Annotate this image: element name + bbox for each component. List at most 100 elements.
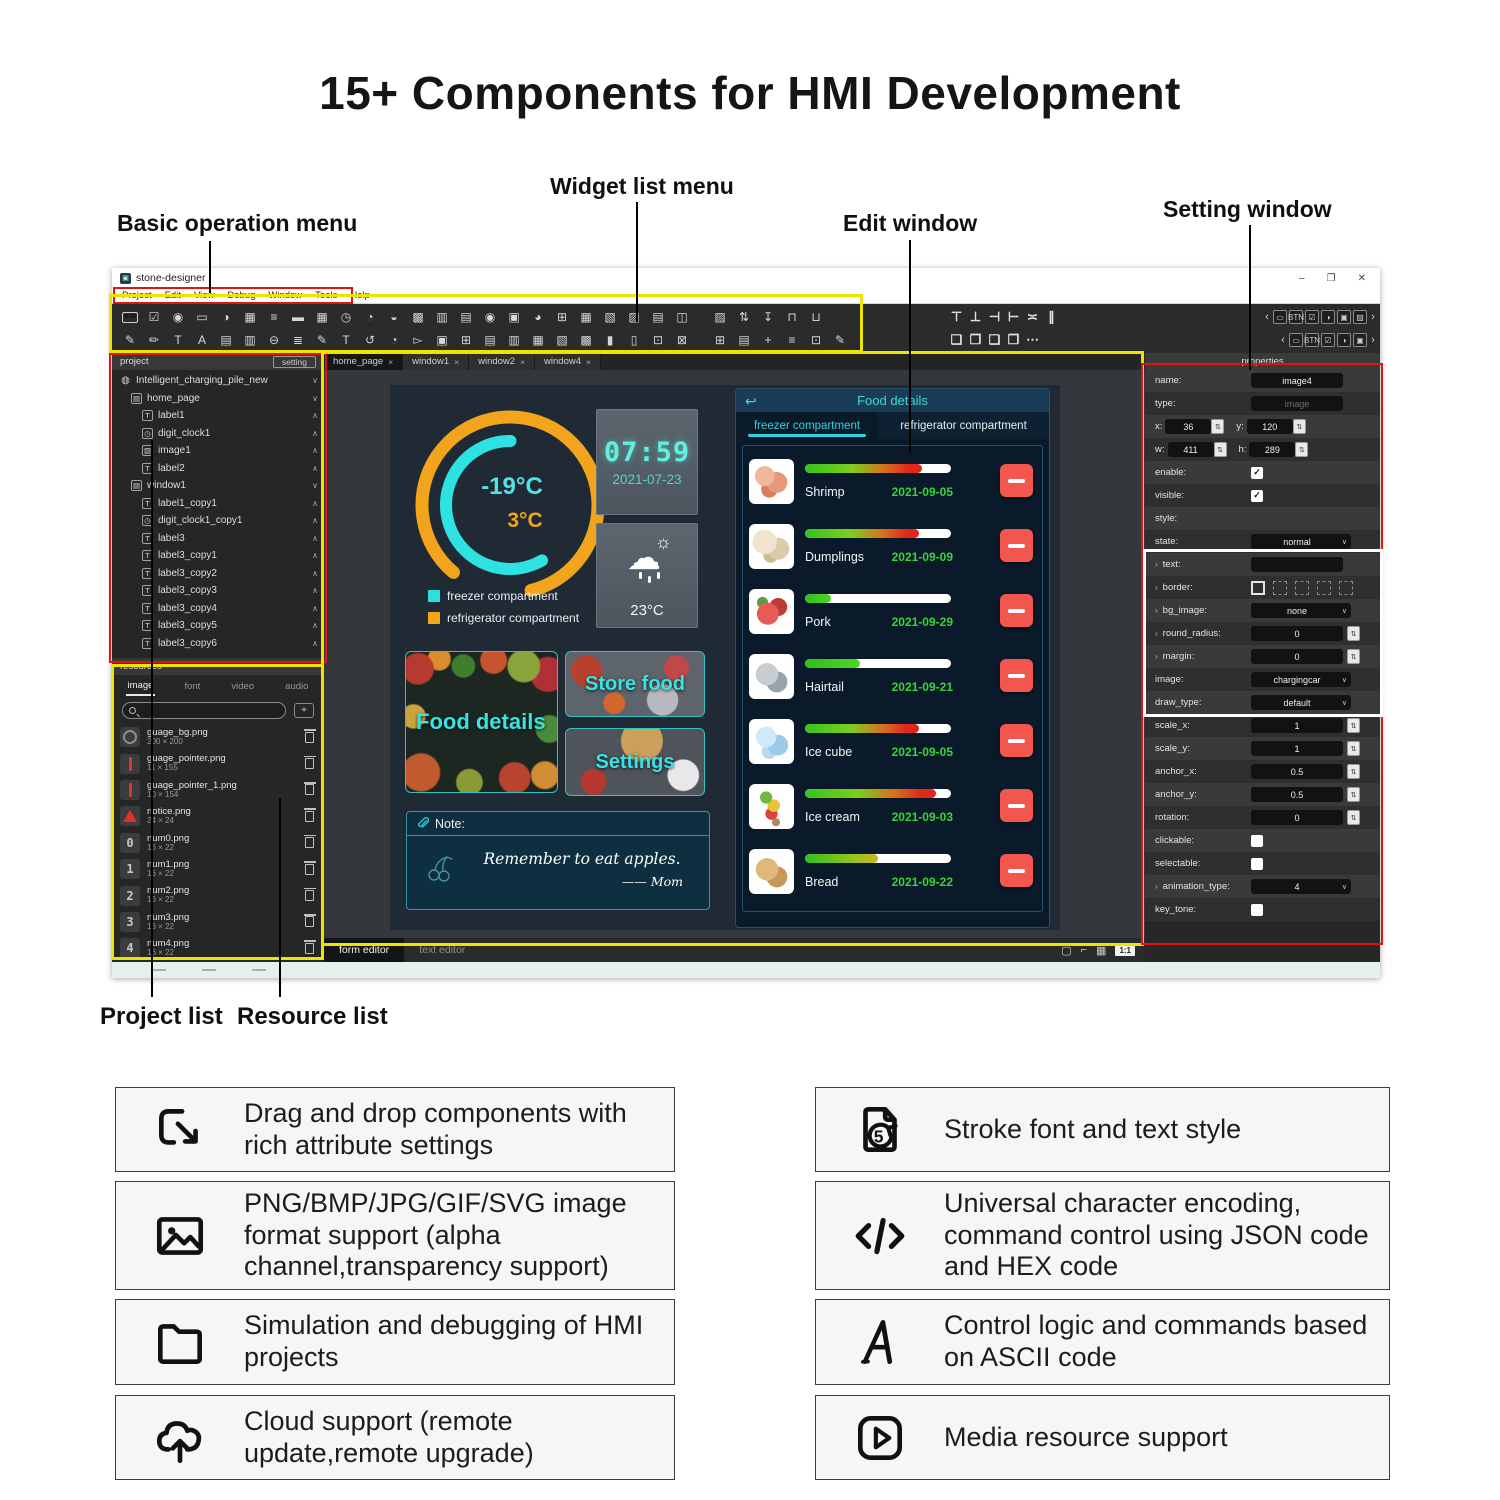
food-tab-freezer[interactable]: freezer compartment (736, 412, 878, 439)
expand-icon[interactable]: › (1155, 583, 1158, 592)
expand-right-icon[interactable]: › (1371, 311, 1375, 323)
barcode-widget-icon[interactable]: ▥ (436, 310, 448, 324)
expand-icon[interactable]: › (1155, 882, 1158, 891)
window-widget-icon[interactable]: ▣ (436, 333, 448, 347)
collapse-left-icon[interactable]: ‹ (1265, 311, 1269, 323)
property-checkbox[interactable]: ✓ (1251, 466, 1263, 479)
frame-widget-icon[interactable]: ⊞ (460, 333, 472, 347)
line-chart-widget-icon[interactable]: ▧ (604, 310, 616, 324)
mini-image-icon[interactable]: ▨ (1353, 310, 1367, 324)
video-widget-icon[interactable]: ◫ (676, 310, 688, 324)
stepper-icon[interactable]: ⇅ (1295, 442, 1309, 457)
delete-icon[interactable] (303, 729, 316, 743)
border-style-option[interactable] (1295, 580, 1309, 595)
counter-widget-icon[interactable]: ▦ (244, 310, 256, 324)
property-select[interactable]: chargingcar ∨ (1251, 672, 1351, 687)
close-tab-icon[interactable]: × (586, 356, 591, 367)
led-widget-icon[interactable]: ◉ (484, 310, 496, 324)
hbar-widget-icon[interactable]: ▯ (630, 333, 638, 347)
grid-layout-widget-icon[interactable]: ▦ (532, 333, 544, 347)
property-input[interactable]: 0 (1251, 810, 1343, 825)
property-select[interactable]: none ∨ (1251, 603, 1351, 618)
resource-item-num0.png[interactable]: 0 num0.png 16 × 22 (112, 830, 324, 856)
resource-item-guage_pointer.png[interactable]: guage_pointer.png 11 × 155 (112, 750, 324, 776)
store-food-button[interactable]: Store food (565, 651, 705, 717)
resources-tab-video[interactable]: video (231, 680, 255, 692)
remove-food-button[interactable] (1000, 854, 1033, 887)
move-tool-icon[interactable]: + (764, 333, 772, 347)
tree-item-window1[interactable]: ▤ window1 ∨ (112, 477, 324, 495)
add-resource-button[interactable]: + (294, 703, 314, 718)
adjust-tool-icon[interactable]: ⇅ (738, 310, 750, 324)
resource-item-notice.png[interactable]: notice.png 24 × 24 (112, 803, 324, 829)
remove-food-button[interactable] (1000, 464, 1033, 497)
stepper-icon[interactable]: ⇅ (1347, 718, 1360, 733)
property-input[interactable]: 0 (1251, 626, 1343, 641)
lock-tool-icon[interactable]: ⊓ (787, 310, 797, 324)
property-input[interactable]: 120 (1246, 419, 1293, 434)
align-bottom-icon[interactable]: ⊥ (969, 309, 982, 324)
property-checkbox[interactable] (1251, 903, 1263, 916)
remove-food-button[interactable] (1000, 659, 1033, 692)
property-input[interactable]: 1 (1251, 718, 1343, 733)
property-input[interactable]: 0 (1251, 649, 1343, 664)
property-select[interactable]: 4 ∨ (1251, 879, 1351, 894)
chevron-up-icon[interactable]: ∧ (312, 568, 318, 578)
delete-icon[interactable] (303, 940, 316, 954)
delete-icon[interactable] (303, 755, 316, 770)
property-input[interactable] (1251, 557, 1343, 572)
remove-food-button[interactable] (1000, 724, 1033, 757)
align-right-icon[interactable]: ⊢ (1007, 309, 1020, 324)
segment-widget-icon[interactable]: ▬ (292, 310, 304, 324)
resource-item-num1.png[interactable]: 1 num1.png 16 × 22 (112, 856, 324, 882)
panel-widget-icon[interactable]: ▣ (508, 310, 520, 324)
weather-widget[interactable]: ☼ ☁ 23°C (596, 523, 698, 628)
close-button[interactable]: ✕ (1357, 272, 1366, 284)
chevron-down-icon[interactable]: ∨ (312, 393, 318, 403)
grid-widget-icon[interactable]: ▦ (580, 310, 592, 324)
resource-item-num3.png[interactable]: 3 num3.png 16 × 22 (112, 909, 324, 935)
mini-window-icon[interactable]: ▣ (1353, 333, 1367, 347)
border-style-option[interactable] (1273, 580, 1287, 595)
mini-checkbox-icon[interactable]: ☑ (1321, 333, 1335, 347)
property-input[interactable]: image4 (1251, 373, 1343, 388)
delete-icon[interactable] (303, 834, 316, 849)
chevron-up-icon[interactable]: ∧ (312, 463, 318, 473)
gauge-widget-icon[interactable]: ◔ (366, 310, 374, 324)
hmi-canvas[interactable]: -19°C 3°C 07:59 2021-07-23 ☼ ☁ 23°C (390, 385, 1060, 930)
property-input[interactable]: 0.5 (1251, 787, 1343, 802)
delete-icon[interactable] (303, 913, 316, 928)
slider-widget-icon[interactable]: ≡ (270, 310, 278, 324)
grid-view-tool-icon[interactable]: ⊞ (714, 333, 726, 347)
chevron-up-icon[interactable]: ∧ (312, 603, 318, 613)
property-select[interactable]: normal ∨ (1251, 534, 1351, 549)
tag-widget-icon[interactable]: ▻ (413, 333, 423, 347)
stepper-icon[interactable]: ⇅ (1347, 741, 1360, 756)
property-input[interactable]: 1 (1251, 741, 1343, 756)
maximize-button[interactable]: ❐ (1326, 272, 1336, 284)
property-input[interactable]: 36 (1165, 419, 1212, 434)
tree-item-home_page[interactable]: ▤ home_page ∨ (112, 390, 324, 408)
resource-item-guage_bg.png[interactable]: guage_bg.png 200 × 200 (112, 724, 324, 750)
clock-widget-icon[interactable]: ◷ (340, 310, 352, 324)
picture-tool-icon[interactable]: ▨ (714, 310, 726, 324)
draw-box-widget-icon[interactable]: ✏ (148, 333, 160, 347)
chevron-down-icon[interactable]: ∨ (312, 376, 318, 386)
border-style-option[interactable] (1251, 580, 1265, 595)
thermometer-widget-icon[interactable]: ◒ (390, 310, 398, 324)
checkbox-widget-icon[interactable]: ☑ (148, 310, 160, 324)
outline-tool-icon[interactable]: ≡ (788, 333, 796, 347)
vbar-widget-icon[interactable]: ▮ (606, 333, 614, 347)
property-input[interactable]: image (1251, 396, 1343, 411)
calendar-widget-icon[interactable]: ▦ (316, 310, 328, 324)
richtext-widget-icon[interactable]: ✎ (316, 333, 328, 347)
property-select[interactable]: default ∨ (1251, 695, 1351, 710)
radio-widget-icon[interactable]: ◉ (172, 310, 184, 324)
mini-edit-icon[interactable]: ▭ (1273, 310, 1287, 324)
button-widget-icon[interactable]: BTN (122, 311, 138, 323)
search-input[interactable] (140, 704, 279, 717)
chevron-up-icon[interactable]: ∧ (312, 516, 318, 526)
chevron-up-icon[interactable]: ∧ (312, 586, 318, 596)
mini-checkbox-icon[interactable]: ☑ (1305, 310, 1319, 324)
